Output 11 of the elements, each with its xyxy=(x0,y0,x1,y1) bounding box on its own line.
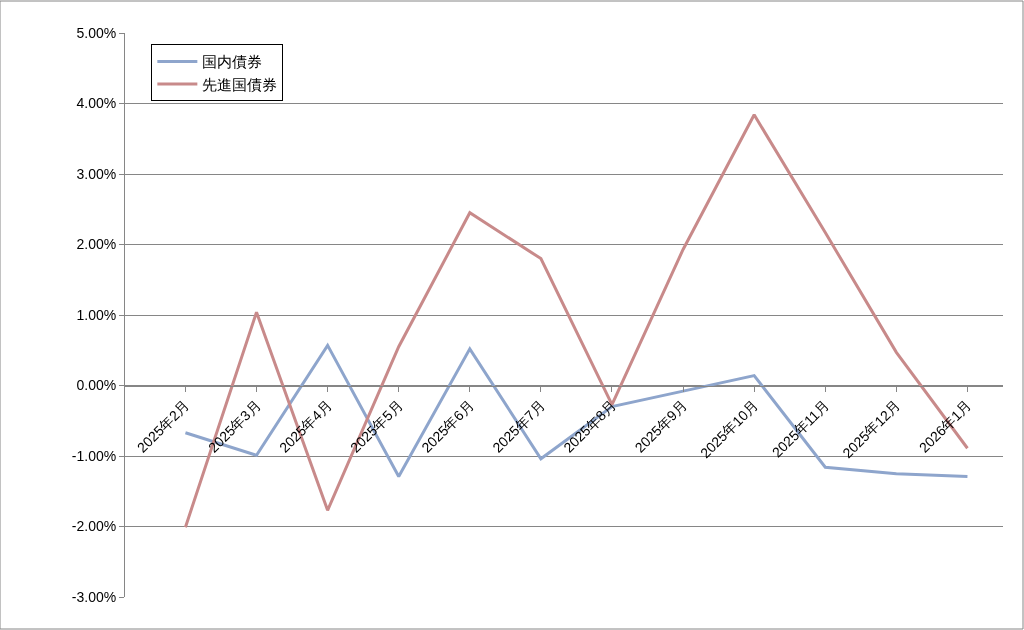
y-tick-label: 5.00% xyxy=(76,24,117,41)
legend-label: 先進国債券 xyxy=(202,75,278,93)
y-tick-label: 1.00% xyxy=(76,306,117,323)
legend-label: 国内債券 xyxy=(202,53,263,71)
y-tick-label: 2.00% xyxy=(76,236,117,253)
y-tick-label: -1.00% xyxy=(71,447,117,464)
y-tick-label: -2.00% xyxy=(71,518,117,535)
y-tick-label: -3.00% xyxy=(71,588,117,605)
y-tick-label: 4.00% xyxy=(76,95,117,112)
y-tick-label: 3.00% xyxy=(76,165,117,182)
y-tick-label: 0.00% xyxy=(76,377,117,394)
